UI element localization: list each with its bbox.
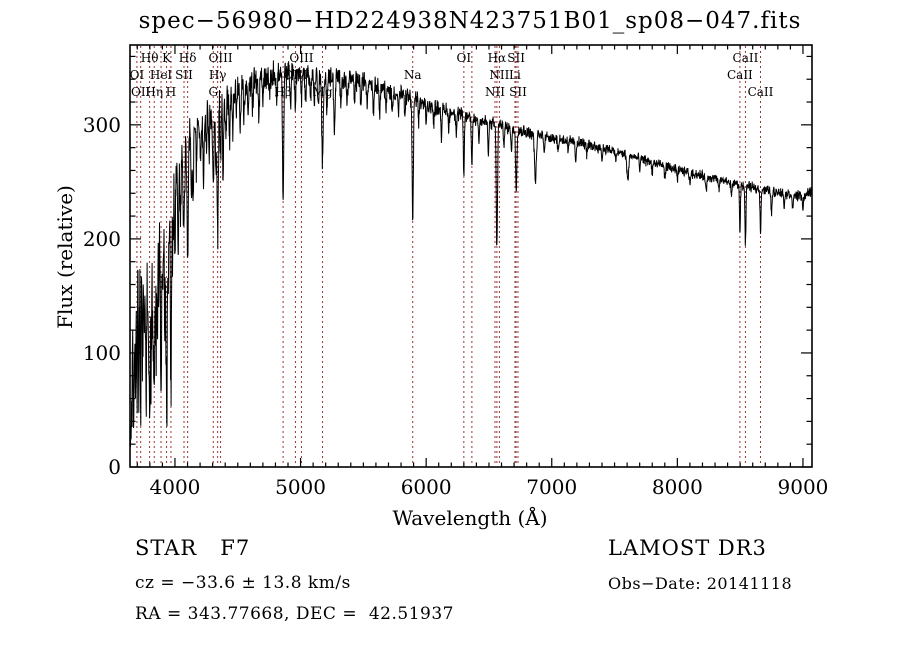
- y-tick-label: 100: [83, 341, 121, 365]
- spectral-line-label: SII: [175, 68, 193, 82]
- x-tick-label: 7000: [526, 475, 577, 499]
- survey-release-label: LAMOST DR3: [608, 536, 767, 560]
- spectral-line-label: K: [162, 51, 172, 65]
- spectral-line-label: Hα: [488, 51, 507, 65]
- radial-velocity-label: cz = −33.6 ± 13.8 km/s: [135, 573, 351, 593]
- spectral-line-label: Hγ: [209, 68, 227, 82]
- x-axis-title: Wavelength (Å): [392, 506, 548, 530]
- spectral-line-label: Hη: [145, 85, 163, 99]
- spectral-line-label: NII: [485, 85, 505, 99]
- spectral-line-label: H: [166, 85, 176, 99]
- spectral-line-label: CaII: [733, 51, 759, 65]
- spectral-line-label: Li: [509, 68, 521, 82]
- spectral-line-label: OII: [131, 85, 151, 99]
- spectral-line-label: SII: [507, 51, 525, 65]
- spectral-line-label: CaII: [727, 68, 753, 82]
- spectral-line-label: G: [208, 85, 218, 99]
- axes-frame: [129, 44, 813, 468]
- y-tick-label: 300: [83, 113, 121, 137]
- spectral-line-label: Mg: [313, 85, 333, 99]
- plot-title: spec−56980−HD224938N423751B01_sp08−047.f…: [138, 8, 802, 34]
- spectral-line-label: Hβ: [274, 85, 291, 99]
- spectral-line-label: Hθ: [141, 51, 159, 65]
- x-tick-label: 4000: [150, 475, 201, 499]
- spectral-line-label: OIII: [209, 51, 233, 65]
- obs-date-label: Obs−Date: 20141118: [608, 574, 793, 593]
- spectral-line-label: NII: [489, 68, 509, 82]
- spectral-line-label: SII: [509, 85, 527, 99]
- spectral-line-label: OIII: [289, 51, 313, 65]
- spectral-line-markers: [136, 46, 762, 466]
- spectral-line-label: Hδ: [179, 51, 197, 65]
- x-tick-label: 8000: [652, 475, 703, 499]
- spectral-line-label: Na: [404, 68, 422, 82]
- tick-labels: 4000 5000 6000 7000 8000 9000 0 100 200 300: [83, 113, 829, 499]
- spectrum-line: [130, 60, 812, 448]
- spectral-line-label: CaII: [748, 85, 774, 99]
- ra-dec-label: RA = 343.77668, DEC = 42.51937: [135, 604, 454, 624]
- plot-frame: [129, 44, 813, 468]
- object-class-label: STAR F7: [135, 536, 251, 560]
- x-tick-label: 9000: [778, 475, 829, 499]
- y-tick-label: 200: [83, 227, 121, 251]
- y-tick-label: 0: [108, 455, 121, 479]
- spectral-line-label: OI: [457, 51, 472, 65]
- spectral-line-label: OI: [130, 68, 145, 82]
- spectral-line-labels: OIOIIHθHηHeIKHSIIHδGHγOIIIHβOIIIOIIIMgNa…: [130, 51, 774, 99]
- x-tick-label: 6000: [401, 475, 452, 499]
- y-axis-title: Flux (relative): [53, 185, 77, 329]
- x-tick-label: 5000: [275, 475, 326, 499]
- spectrum-trace: [130, 60, 812, 448]
- spectral-line-label: HeI: [150, 68, 173, 82]
